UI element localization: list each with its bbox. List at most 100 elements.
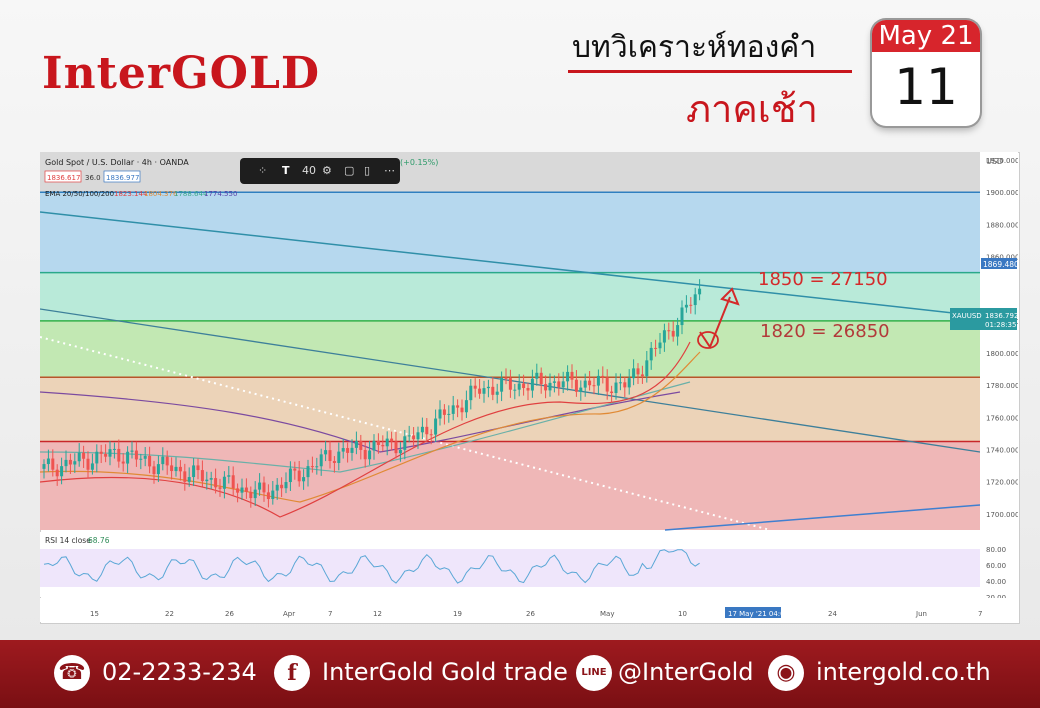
candle-body [535, 372, 539, 379]
candle-body [566, 371, 570, 382]
title-divider [568, 70, 852, 73]
candle-body [416, 432, 420, 440]
price-tick-8: 1740.000 [986, 447, 1018, 455]
candle-body [429, 434, 433, 436]
candle-body [170, 465, 174, 472]
rsi-label: RSI 14 close [45, 536, 91, 545]
time-tick-9: 10 [678, 610, 687, 618]
candle-body [654, 347, 658, 349]
trash-icon[interactable]: ▯ [364, 164, 371, 177]
candle-body [42, 464, 46, 469]
marker-time: 01:28:35 [985, 321, 1016, 329]
candle-body [517, 383, 521, 390]
marker-high: 1869.480 [983, 260, 1018, 269]
candle-body [359, 440, 363, 450]
candle-body [341, 448, 345, 452]
candle-body [539, 372, 543, 385]
candle-body [262, 482, 266, 493]
candle-body [104, 453, 108, 457]
rsi-line [43, 549, 700, 584]
candle-body [196, 465, 200, 471]
candle-body [438, 409, 442, 419]
candle-body [601, 375, 605, 378]
more-icon[interactable]: ⋯ [384, 164, 395, 177]
candle-body [86, 458, 90, 470]
candle-body [253, 489, 257, 499]
candle-body [258, 482, 262, 490]
candle-body [178, 466, 182, 472]
calendar-month: May 21 [872, 20, 980, 52]
bid-box [44, 170, 82, 183]
globe-icon: ◉ [768, 655, 804, 691]
candle-body [68, 459, 72, 465]
price-tick-1: 1900.000 [986, 189, 1018, 197]
candle-body [636, 368, 640, 375]
text-tool-icon[interactable]: T [282, 164, 290, 177]
price-tick-9: 1720.000 [986, 479, 1018, 487]
rsi-tick-1: 60.00 [986, 562, 1006, 570]
footer-line[interactable]: @InterGold [618, 658, 754, 686]
candle-body [319, 454, 323, 467]
candle-body [64, 459, 68, 467]
time-tick-12: 7 [978, 610, 982, 618]
candle-body [302, 477, 306, 482]
ema-20 [40, 341, 691, 518]
candle-body [156, 464, 160, 475]
calendar-icon: May 21 11 [872, 20, 980, 126]
candle-body [346, 448, 350, 453]
candle-body [183, 471, 187, 482]
candle-body [315, 466, 319, 468]
trendline-bottom [664, 504, 981, 531]
candle-body [310, 466, 314, 468]
candle-body [698, 288, 702, 295]
candle-body [51, 458, 55, 470]
candle-body [328, 450, 332, 462]
gear-icon[interactable]: ⚙ [322, 164, 332, 177]
drawing-toolbar[interactable]: ⁘ T 40 ⚙ ▢ ▯ ⋯ [240, 158, 400, 184]
line-app-icon: LINE [576, 655, 612, 691]
candle-body [592, 385, 596, 387]
ema-50-value: 1804.376 [144, 190, 178, 198]
candle-body [161, 456, 165, 465]
candle-body [271, 490, 275, 500]
lock-icon[interactable]: ▢ [344, 164, 355, 177]
candle-body [99, 451, 103, 454]
candle-body [464, 400, 468, 413]
time-tick-8: May [600, 610, 614, 618]
rsi-tick-2: 40.00 [986, 578, 1006, 586]
footer-website[interactable]: intergold.co.th [816, 658, 991, 686]
candle-body [174, 466, 178, 472]
candle-body [407, 435, 411, 437]
candle-body [82, 452, 86, 459]
candle-body [60, 466, 64, 477]
candle-body [526, 388, 530, 391]
candle-body [447, 413, 451, 415]
candle-body [473, 385, 477, 389]
candle-body [632, 368, 636, 379]
footer-phone[interactable]: 02-2233-234 [102, 658, 257, 686]
candle-body [425, 426, 429, 435]
candle-body [209, 478, 213, 480]
candle-body [662, 330, 666, 343]
candle-body [627, 378, 631, 388]
resistance-label: 1850 = 27150 [758, 269, 888, 290]
time-tick-11: Jun [915, 610, 927, 618]
candle-body [112, 448, 116, 450]
candle-body [552, 381, 556, 383]
footer-facebook[interactable]: InterGold Gold trade [322, 658, 568, 686]
font-size-value[interactable]: 40 [302, 164, 316, 177]
candle-body [579, 387, 583, 392]
candle-body [645, 360, 649, 377]
candle-body [544, 384, 548, 391]
candle-body [363, 449, 367, 460]
candle-body [574, 379, 578, 392]
price-tick-7: 1760.000 [986, 414, 1018, 422]
trendline-upper [40, 211, 981, 317]
candle-body [275, 484, 279, 491]
time-tick-10: 24 [828, 610, 837, 618]
candle-body [605, 377, 609, 392]
rsi-tick-0: 80.00 [986, 546, 1006, 554]
candle-body [456, 405, 460, 408]
candle-body [491, 386, 495, 395]
grid-icon[interactable]: ⁘ [258, 164, 268, 177]
